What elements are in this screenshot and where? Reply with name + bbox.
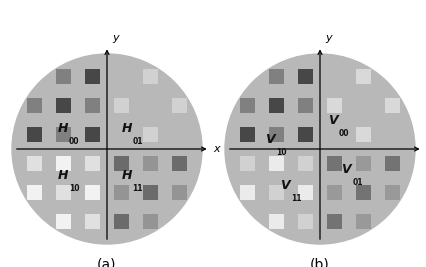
Bar (355, 69, 370, 84)
Bar (326, 156, 341, 171)
Text: H: H (121, 169, 132, 182)
Bar (240, 98, 254, 113)
Bar (297, 98, 312, 113)
Bar (85, 156, 100, 171)
Bar (297, 69, 312, 84)
Bar (114, 69, 129, 84)
Bar (85, 127, 100, 142)
Bar (56, 156, 71, 171)
Bar (143, 69, 158, 84)
Bar (326, 98, 341, 113)
Bar (268, 156, 283, 171)
Bar (27, 156, 42, 171)
Bar (326, 185, 341, 200)
Text: x: x (213, 144, 219, 154)
Text: H: H (121, 121, 132, 135)
Bar (56, 69, 71, 84)
Text: (a): (a) (97, 257, 116, 267)
Bar (326, 214, 341, 229)
Bar (114, 127, 129, 142)
Bar (355, 185, 370, 200)
Text: (b): (b) (309, 257, 329, 267)
Text: H: H (58, 169, 68, 182)
Bar (56, 185, 71, 200)
Bar (355, 156, 370, 171)
Bar (114, 214, 129, 229)
Text: V: V (327, 114, 337, 127)
Bar (268, 69, 283, 84)
Bar (85, 69, 100, 84)
Bar (56, 98, 71, 113)
Bar (27, 127, 42, 142)
Bar (384, 98, 399, 113)
Bar (326, 127, 341, 142)
Bar (172, 185, 186, 200)
Text: 00: 00 (69, 137, 79, 146)
Text: H: H (58, 121, 68, 135)
Bar (143, 98, 158, 113)
Bar (114, 156, 129, 171)
Text: V: V (264, 133, 274, 146)
Text: V: V (340, 163, 350, 176)
Bar (384, 127, 399, 142)
Text: 01: 01 (132, 137, 143, 146)
Text: V: V (279, 179, 289, 192)
Bar (355, 127, 370, 142)
Text: 10: 10 (69, 184, 79, 193)
Bar (268, 214, 283, 229)
Text: 00: 00 (338, 129, 349, 138)
Bar (56, 127, 71, 142)
Bar (384, 156, 399, 171)
Bar (240, 156, 254, 171)
Bar (114, 98, 129, 113)
Bar (355, 98, 370, 113)
Bar (172, 156, 186, 171)
Text: y: y (325, 33, 331, 43)
Bar (143, 156, 158, 171)
Bar (143, 214, 158, 229)
Bar (85, 98, 100, 113)
Bar (114, 185, 129, 200)
Bar (85, 214, 100, 229)
Bar (268, 98, 283, 113)
Bar (85, 185, 100, 200)
Bar (297, 156, 312, 171)
Text: 11: 11 (291, 194, 301, 203)
Bar (27, 98, 42, 113)
Bar (143, 185, 158, 200)
Bar (268, 127, 283, 142)
Bar (240, 127, 254, 142)
Bar (355, 214, 370, 229)
Bar (268, 185, 283, 200)
Circle shape (225, 54, 414, 244)
Bar (56, 214, 71, 229)
Bar (297, 214, 312, 229)
Circle shape (12, 54, 201, 244)
Bar (172, 98, 186, 113)
Bar (240, 185, 254, 200)
Bar (384, 185, 399, 200)
Bar (297, 127, 312, 142)
Bar (172, 127, 186, 142)
Bar (27, 185, 42, 200)
Bar (143, 127, 158, 142)
Bar (297, 185, 312, 200)
Text: 10: 10 (276, 148, 286, 157)
Text: 11: 11 (132, 184, 143, 193)
Text: 01: 01 (351, 178, 362, 187)
Text: y: y (112, 33, 119, 43)
Bar (326, 69, 341, 84)
